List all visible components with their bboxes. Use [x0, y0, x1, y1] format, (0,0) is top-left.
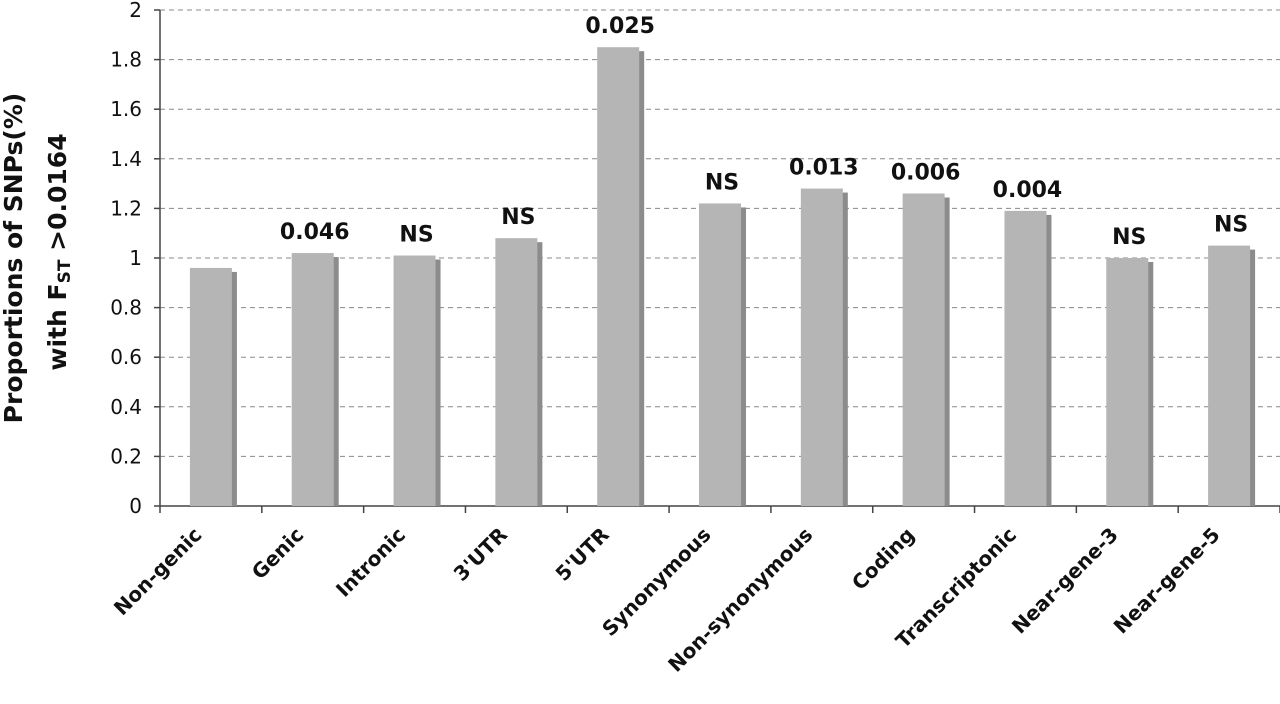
bar — [597, 47, 640, 506]
bar-annotation: NS — [399, 223, 433, 248]
y-axis-title-subscript: ST — [55, 259, 75, 283]
bar-annotation: NS — [1214, 213, 1248, 238]
bar-annotation: 0.013 — [789, 156, 859, 181]
bar — [291, 253, 334, 506]
y-axis-title: Proportions of SNPs(%) — [0, 93, 28, 424]
bar-annotation: NS — [705, 170, 739, 195]
y-tick-label: 2 — [129, 0, 142, 22]
bar — [189, 267, 232, 506]
x-tick-label: Non-genic — [109, 523, 206, 620]
x-tick-label: Near-gene-5 — [1109, 523, 1225, 639]
bar — [1106, 258, 1149, 506]
y-tick-label: 0.8 — [110, 296, 142, 320]
bar-annotation: NS — [1112, 225, 1146, 250]
bar-annotation: NS — [501, 205, 535, 230]
y-tick-label: 1.6 — [110, 97, 142, 121]
y-axis-title-line2: with FST >0.0164 — [43, 133, 75, 370]
y-tick-label: 0.6 — [110, 345, 142, 369]
y-axis-title-part: with F — [43, 283, 72, 370]
x-tick-label: Genic — [247, 523, 308, 584]
x-tick-label: Intronic — [331, 523, 410, 602]
bar-annotation: 0.046 — [280, 220, 350, 245]
bar-annotation: 0.006 — [891, 161, 961, 186]
bar-annotation: 0.025 — [585, 14, 655, 39]
bar-annotation: 0.004 — [993, 178, 1063, 203]
bar — [1208, 245, 1251, 506]
bar — [1004, 210, 1047, 506]
x-tick-label: Coding — [847, 523, 919, 595]
y-axis-title-part: >0.0164 — [43, 133, 72, 259]
y-tick-label: 1.8 — [110, 48, 142, 72]
x-tick-label: Synonymous — [597, 523, 715, 641]
y-tick-label: 1.2 — [110, 196, 142, 220]
x-tick-label: 3'UTR — [449, 523, 512, 586]
x-tick-label: Near-gene-3 — [1007, 523, 1123, 639]
y-tick-label: 0.4 — [110, 395, 142, 419]
y-tick-label: 1.4 — [110, 147, 142, 171]
bar — [393, 255, 436, 506]
y-tick-label: 1 — [129, 246, 142, 270]
y-tick-label: 0 — [129, 494, 142, 518]
bar — [495, 238, 538, 506]
bar — [800, 188, 843, 506]
x-tick-label: 5'UTR — [551, 523, 614, 586]
bar — [699, 203, 741, 506]
bar — [902, 193, 945, 506]
y-tick-label: 0.2 — [110, 444, 142, 468]
